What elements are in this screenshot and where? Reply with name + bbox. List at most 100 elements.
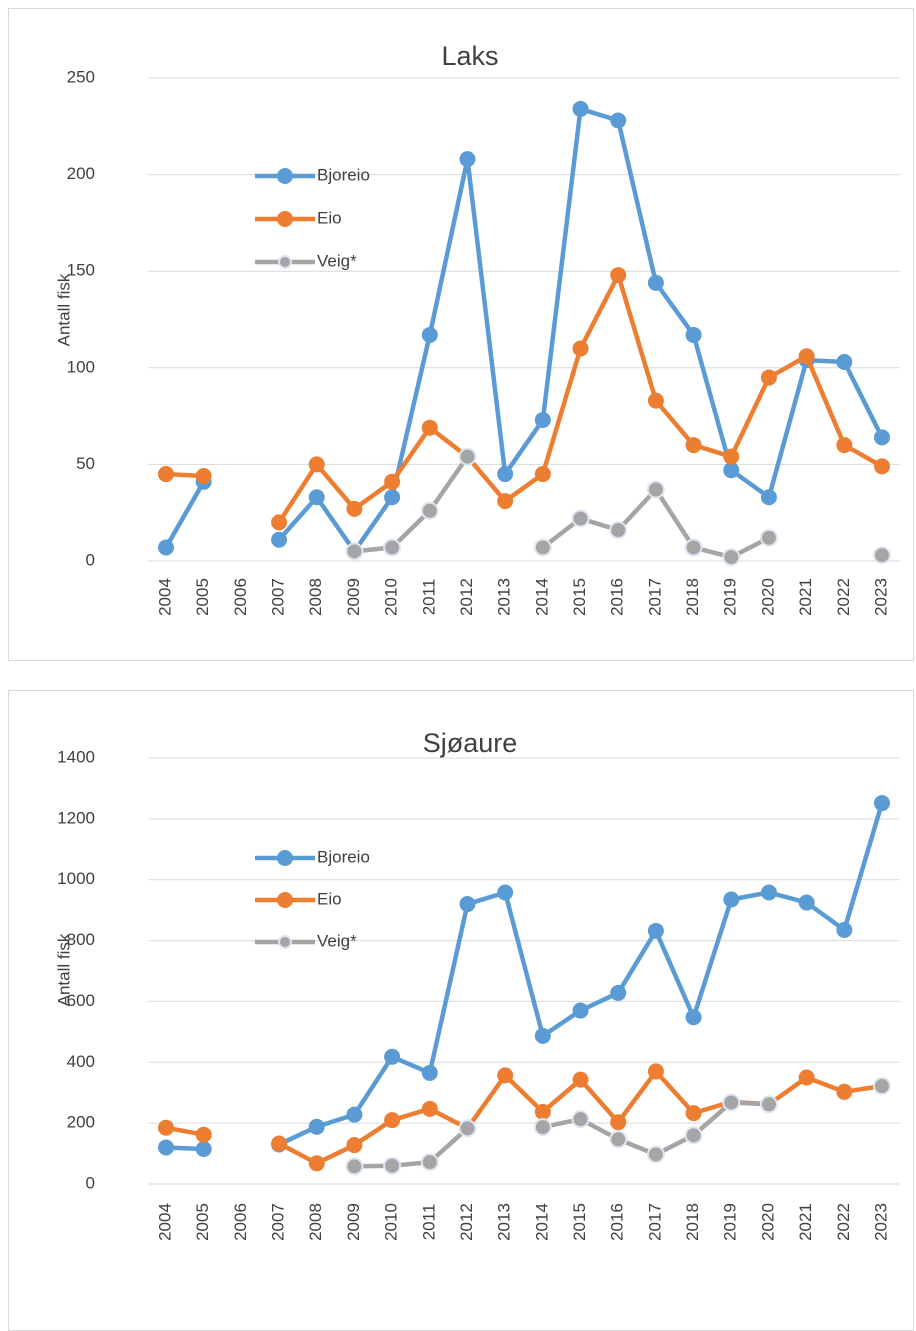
y-tick-label: 800 <box>67 930 95 949</box>
x-tick-label: 2012 <box>457 578 476 616</box>
x-tick-label: 2017 <box>645 578 664 616</box>
series-line <box>165 272 884 524</box>
y-tick-label: 200 <box>67 164 95 183</box>
x-tick-label: 2006 <box>231 1203 250 1241</box>
data-point <box>534 1103 551 1120</box>
data-point <box>497 884 514 901</box>
data-point <box>873 546 891 565</box>
x-tick-label: 2018 <box>683 578 702 616</box>
data-point <box>346 1106 363 1123</box>
data-point <box>836 921 853 938</box>
data-point <box>685 437 702 454</box>
legend-label: Eio <box>317 889 342 908</box>
x-tick-label: 2005 <box>193 578 212 616</box>
x-tick-label: 2020 <box>758 578 777 616</box>
chart-title: Laks <box>441 41 498 71</box>
x-tick-label: 2010 <box>382 1203 401 1241</box>
y-tick-label: 600 <box>67 991 95 1010</box>
data-point <box>874 795 890 812</box>
data-point <box>271 514 288 531</box>
data-point <box>759 528 778 547</box>
data-point <box>458 1119 477 1138</box>
chart: Laks Antall fisk 0 50 100 150 200 250 2004 2005 20… <box>8 8 914 661</box>
x-tick-label: 2014 <box>532 578 551 616</box>
data-point <box>760 884 777 901</box>
data-point <box>685 1009 702 1026</box>
data-point <box>534 1027 551 1044</box>
data-point <box>195 1141 212 1158</box>
x-tick-label: 2012 <box>457 1203 476 1241</box>
data-point <box>684 538 703 557</box>
data-point <box>158 1139 174 1156</box>
data-point <box>646 480 665 499</box>
data-point <box>458 447 477 466</box>
data-point <box>420 1153 439 1172</box>
data-point <box>723 891 740 908</box>
data-point <box>572 100 589 117</box>
y-tick-label: 1000 <box>57 869 95 888</box>
x-tick-label: 2013 <box>495 578 514 616</box>
x-tick-label: 2010 <box>382 578 401 616</box>
x-tick-label: 2014 <box>532 1203 551 1241</box>
y-axis-label: Antall fisk <box>54 273 73 346</box>
y-tick-label: 1200 <box>57 808 95 827</box>
data-point <box>873 1077 891 1096</box>
data-point <box>158 1119 174 1136</box>
data-point <box>685 1105 702 1122</box>
x-tick-label: 2015 <box>570 1203 589 1241</box>
x-tick-label: 2004 <box>155 578 174 616</box>
data-point <box>421 1064 438 1081</box>
data-point <box>459 896 476 913</box>
x-tick-label: 2016 <box>608 578 627 616</box>
data-point <box>684 1126 703 1145</box>
data-point <box>497 493 514 510</box>
legend-label: Veig* <box>317 931 357 950</box>
x-tick-label: 2019 <box>721 1203 740 1241</box>
chart-title: Sjøaure <box>423 728 518 758</box>
x-tick-label: 2007 <box>269 1203 288 1241</box>
x-tick-label: 2021 <box>796 578 815 616</box>
legend-marker <box>278 255 292 269</box>
x-tick-label: 2023 <box>871 578 890 616</box>
data-point <box>384 1112 401 1129</box>
y-tick-label: 1400 <box>57 747 95 766</box>
data-point <box>308 456 325 473</box>
data-point <box>836 354 853 371</box>
data-point <box>421 326 438 343</box>
data-point <box>345 542 364 561</box>
x-tick-label: 2020 <box>758 1203 777 1241</box>
data-point <box>384 1048 401 1065</box>
data-point <box>572 1071 589 1088</box>
y-tick-label: 150 <box>67 261 95 280</box>
data-point <box>572 1002 589 1019</box>
data-point <box>384 473 401 490</box>
data-point <box>158 539 174 556</box>
data-point <box>346 500 363 517</box>
x-tick-label: 2022 <box>834 1203 853 1241</box>
chart: Sjøaure Antall fisk 0 200 400 600 800 1000 1200 1… <box>8 690 914 1331</box>
x-tick-label: 2009 <box>344 578 363 616</box>
data-point <box>572 340 589 357</box>
y-tick-label: 250 <box>67 67 95 86</box>
data-point <box>421 419 438 436</box>
data-point <box>610 1114 627 1131</box>
data-point <box>722 1093 741 1112</box>
x-tick-label: 2004 <box>155 1203 174 1241</box>
y-tick-label: 200 <box>67 1113 95 1132</box>
x-tick-label: 2015 <box>570 578 589 616</box>
x-tick-label: 2019 <box>721 578 740 616</box>
x-tick-label: 2021 <box>796 1203 815 1241</box>
data-point <box>346 1137 363 1154</box>
data-point <box>836 437 853 454</box>
data-point <box>798 894 815 911</box>
data-point <box>420 501 439 520</box>
data-point <box>798 348 815 365</box>
data-point <box>533 1118 552 1137</box>
chart-frame <box>8 8 914 661</box>
data-point <box>647 922 664 939</box>
x-tick-label: 2013 <box>495 1203 514 1241</box>
x-tick-label: 2011 <box>419 1204 438 1241</box>
y-tick-label: 50 <box>76 454 95 473</box>
x-tick-label: 2023 <box>871 1203 890 1241</box>
